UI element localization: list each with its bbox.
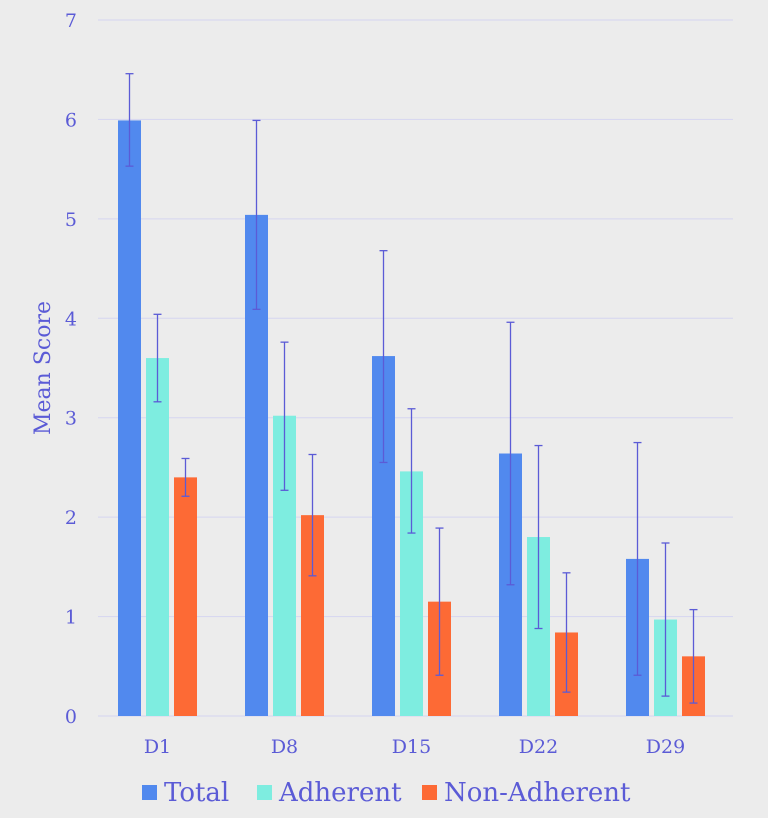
y-tick-label: 1 <box>65 607 77 629</box>
legend-swatch <box>142 785 157 800</box>
legend-item: Non-Adherent <box>422 778 631 808</box>
error-bar <box>562 572 571 693</box>
error-bar <box>308 453 317 577</box>
legend-item: Adherent <box>257 778 402 808</box>
error-bar <box>534 444 543 630</box>
bar-adherent-d1 <box>146 358 169 716</box>
bar-total-d1 <box>118 120 141 717</box>
y-tick-label: 0 <box>65 706 77 728</box>
error-bar <box>661 542 670 697</box>
bar-non-adherent-d8 <box>301 515 324 716</box>
error-bar <box>435 527 444 676</box>
y-tick-label: 2 <box>65 507 77 529</box>
error-bar <box>407 408 416 534</box>
error-bar <box>633 441 642 676</box>
error-bar <box>280 341 289 491</box>
x-tick-label: D8 <box>271 736 298 758</box>
error-bar <box>689 608 698 704</box>
y-tick-label: 6 <box>65 109 77 131</box>
bar-total-d15 <box>372 356 395 716</box>
bar-adherent-d8 <box>273 415 296 716</box>
bars <box>118 120 705 717</box>
legend-label: Non-Adherent <box>444 778 631 808</box>
error-bars <box>125 73 698 704</box>
error-bar <box>506 321 515 586</box>
legend-item: Total <box>142 778 229 808</box>
error-bar <box>379 250 388 464</box>
legend-swatch <box>257 785 272 800</box>
legend-label: Total <box>164 778 229 808</box>
x-tick-label: D1 <box>144 736 171 758</box>
bar-non-adherent-d1 <box>174 477 197 716</box>
x-tick-label: D29 <box>646 736 685 758</box>
legend-label: Adherent <box>278 778 402 808</box>
y-tick-label: 3 <box>65 408 77 430</box>
y-axis: 0 1 2 3 4 5 6 7 <box>65 10 77 728</box>
bar-total-d8 <box>245 214 268 716</box>
y-tick-label: 4 <box>65 308 77 330</box>
error-bar <box>181 457 190 497</box>
x-axis: D1 D8 D15 D22 D29 <box>144 736 685 758</box>
y-tick-label: 7 <box>65 10 77 32</box>
y-tick-label: 5 <box>65 209 77 231</box>
x-tick-label: D22 <box>519 736 558 758</box>
error-bar <box>252 119 261 310</box>
legend: Total Adherent Non-Adherent <box>142 778 631 808</box>
legend-swatch <box>422 785 437 800</box>
error-bar <box>125 73 134 167</box>
error-bar <box>153 313 162 403</box>
x-tick-label: D15 <box>392 736 431 758</box>
bar-adherent-d15 <box>400 471 423 716</box>
y-axis-title: Mean Score <box>31 301 56 435</box>
